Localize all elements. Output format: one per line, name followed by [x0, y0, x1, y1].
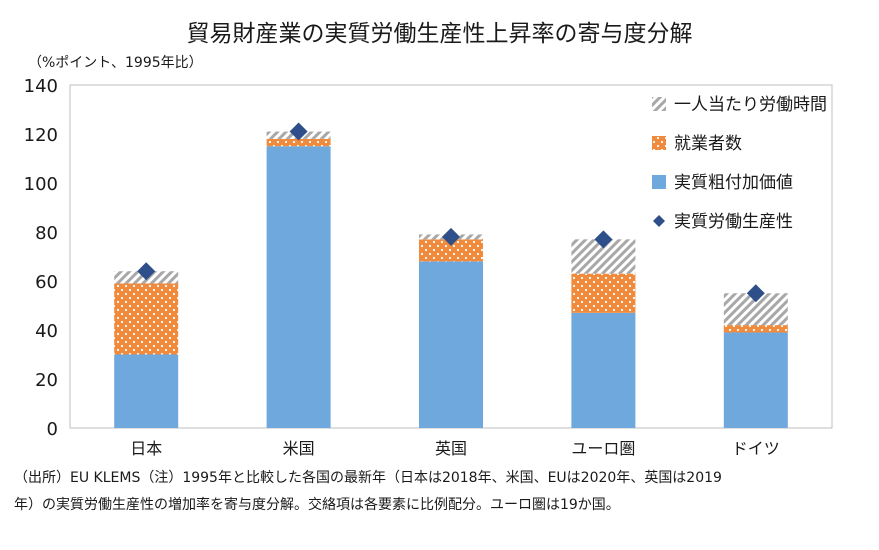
bar-segment: [114, 283, 179, 355]
y-tick-label: 80: [35, 223, 58, 244]
productivity-marker: [594, 230, 613, 249]
bar-segment: [419, 239, 483, 262]
bar-segment: [723, 325, 788, 333]
legend-swatch: [652, 97, 666, 111]
bar-segment: [419, 261, 483, 428]
source-note-line-1: （出所）EU KLEMS（注）1995年と比較した各国の最新年（日本は2018年…: [14, 470, 722, 486]
bar-segment: [266, 146, 331, 428]
y-axis: 0 20 40 60 80 100 120 140: [24, 76, 58, 440]
y-tick-label: 40: [35, 321, 58, 342]
bar-segment: [571, 312, 636, 428]
productivity-marker: [746, 284, 765, 303]
productivity-marker: [137, 262, 156, 281]
chart-title: 貿易財産業の実質労働生産性上昇率の寄与度分解: [186, 21, 693, 47]
legend-swatch: [652, 175, 666, 189]
bar-group: [114, 131, 788, 428]
bar-segment: [723, 332, 788, 428]
legend-swatch: [652, 136, 666, 150]
y-tick-label: 60: [35, 272, 58, 293]
stacked-bar-chart: 0 20 40 60 80 100 120 140 日本 米国 英国 ユーロ圏 ドイツ 一人当たり労働…: [24, 76, 833, 458]
y-tick-label: 140: [24, 76, 58, 97]
source-note-line-2: 年）の実質労働生産性の増加率を寄与度分解。交絡項は各要素に比例配分。ユーロ圏は1…: [14, 497, 620, 513]
bar-segment: [266, 138, 331, 147]
legend-label: 一人当たり労働時間: [674, 95, 827, 115]
y-tick-label: 120: [24, 125, 58, 146]
legend-label: 実質粗付加価値: [674, 173, 793, 193]
x-tick-label: 米国: [283, 439, 315, 458]
legend-label: 就業者数: [674, 134, 742, 154]
y-tick-label: 20: [35, 370, 58, 391]
x-tick-label: 日本: [130, 439, 162, 458]
legend-label: 実質労働生産性: [674, 212, 793, 232]
productivity-marker: [289, 122, 308, 141]
bar-segment: [114, 354, 179, 428]
y-axis-unit-label: （%ポイント、1995年比）: [28, 55, 203, 71]
x-tick-label: ユーロ圏: [571, 439, 635, 458]
productivity-marker: [442, 227, 460, 246]
y-tick-label: 0: [47, 419, 58, 440]
y-tick-label: 100: [24, 174, 58, 195]
bar-segment: [571, 273, 636, 313]
x-tick-label: ドイツ: [732, 439, 780, 458]
legend-marker: [653, 215, 665, 227]
marker-group: [137, 122, 765, 303]
x-tick-label: 英国: [435, 439, 467, 458]
x-axis: 日本 米国 英国 ユーロ圏 ドイツ: [130, 439, 780, 458]
